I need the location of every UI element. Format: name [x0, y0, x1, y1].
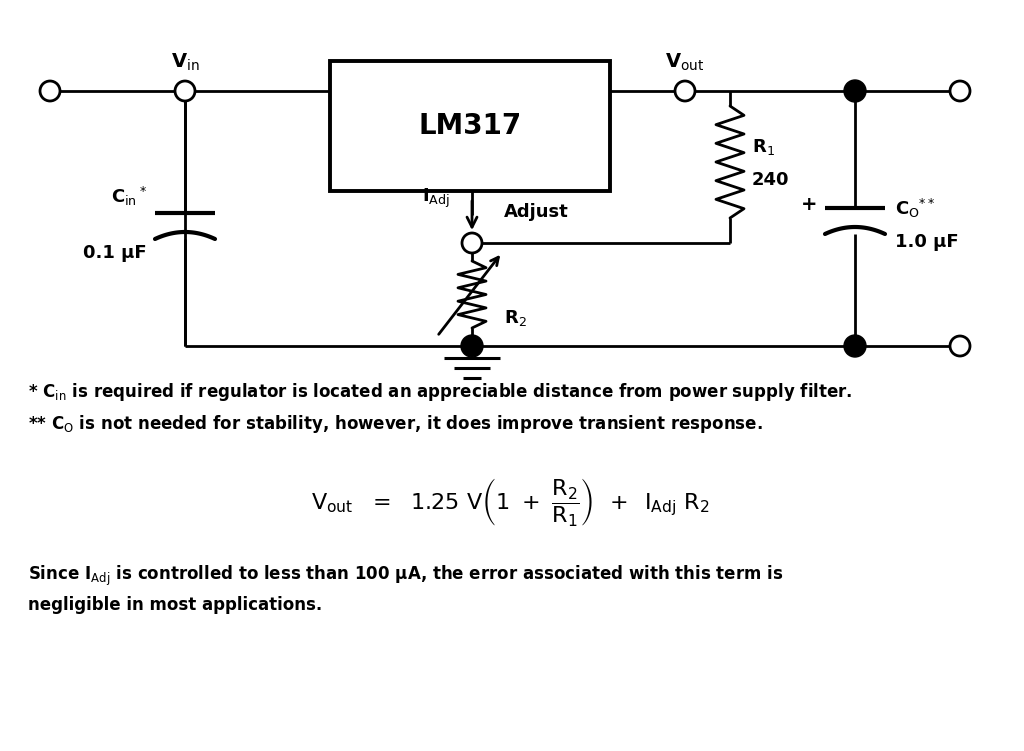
Text: Since I$_{\rm Adj}$ is controlled to less than 100 μA, the error associated with: Since I$_{\rm Adj}$ is controlled to les… [28, 564, 783, 588]
Text: R$_1$: R$_1$ [752, 137, 775, 157]
Text: $\mathsf{V_{out}}$  $=$  $\mathsf{1.25\ V}$$\left(1\ +\ \dfrac{\mathsf{R_2}}{\ma: $\mathsf{V_{out}}$ $=$ $\mathsf{1.25\ V}… [311, 476, 710, 528]
Circle shape [950, 336, 970, 356]
Text: 0.1 μF: 0.1 μF [83, 244, 147, 262]
Circle shape [462, 233, 482, 253]
Text: 1.0 μF: 1.0 μF [895, 233, 958, 251]
Text: * C$_{\rm in}$ is required if regulator is located an appreciable distance from : * C$_{\rm in}$ is required if regulator … [28, 381, 853, 403]
Text: C$_{\mathsf{in}}$$^*$: C$_{\mathsf{in}}$$^*$ [111, 185, 147, 208]
Text: I$_{\mathsf{Adj}}$: I$_{\mathsf{Adj}}$ [422, 186, 450, 210]
Text: LM317: LM317 [419, 112, 521, 140]
Circle shape [675, 81, 695, 101]
Text: negligible in most applications.: negligible in most applications. [28, 596, 323, 614]
Text: C$_{\mathsf{O}}$$^{**}$: C$_{\mathsf{O}}$$^{**}$ [895, 197, 936, 219]
Text: +: + [801, 195, 817, 213]
Circle shape [40, 81, 60, 101]
Text: V$_{\mathsf{out}}$: V$_{\mathsf{out}}$ [666, 52, 705, 73]
Text: 240: 240 [752, 171, 790, 189]
Circle shape [844, 335, 866, 357]
Circle shape [461, 335, 483, 357]
Bar [330, 61, 610, 191]
Circle shape [950, 81, 970, 101]
Text: R$_2$: R$_2$ [504, 308, 526, 328]
Circle shape [844, 80, 866, 102]
Text: ** C$_{\rm O}$ is not needed for stability, however, it does improve transient r: ** C$_{\rm O}$ is not needed for stabili… [28, 413, 763, 435]
Text: V$_{\mathsf{in}}$: V$_{\mathsf{in}}$ [171, 52, 200, 73]
Circle shape [175, 81, 195, 101]
Text: Adjust: Adjust [504, 203, 568, 221]
